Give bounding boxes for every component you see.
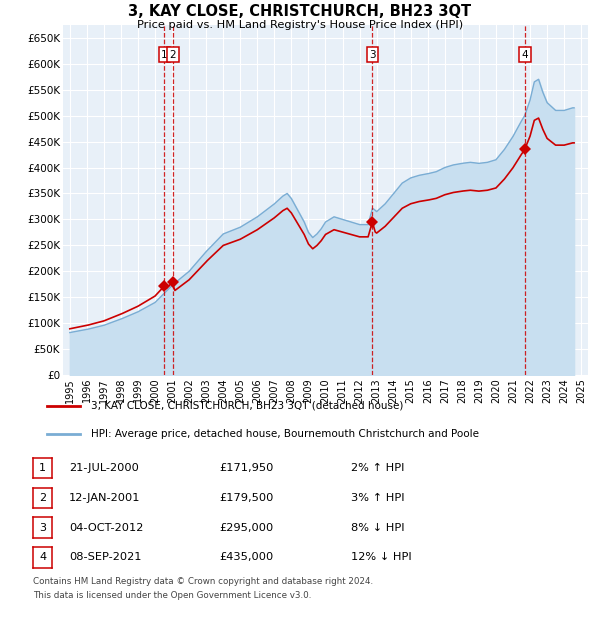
Text: £171,950: £171,950 [219,463,274,473]
Text: 3% ↑ HPI: 3% ↑ HPI [351,493,404,503]
Text: 1: 1 [39,463,46,473]
Text: £435,000: £435,000 [219,552,273,562]
Text: HPI: Average price, detached house, Bournemouth Christchurch and Poole: HPI: Average price, detached house, Bour… [91,429,479,439]
Text: 3, KAY CLOSE, CHRISTCHURCH, BH23 3QT (detached house): 3, KAY CLOSE, CHRISTCHURCH, BH23 3QT (de… [91,401,403,411]
Text: 4: 4 [39,552,46,562]
Text: 1: 1 [161,50,168,60]
Text: £179,500: £179,500 [219,493,274,503]
Text: 12-JAN-2001: 12-JAN-2001 [69,493,140,503]
Text: This data is licensed under the Open Government Licence v3.0.: This data is licensed under the Open Gov… [33,590,311,600]
Text: 8% ↓ HPI: 8% ↓ HPI [351,523,404,533]
Text: 3, KAY CLOSE, CHRISTCHURCH, BH23 3QT: 3, KAY CLOSE, CHRISTCHURCH, BH23 3QT [128,4,472,19]
Text: 12% ↓ HPI: 12% ↓ HPI [351,552,412,562]
Text: Contains HM Land Registry data © Crown copyright and database right 2024.: Contains HM Land Registry data © Crown c… [33,577,373,586]
Text: 3: 3 [39,523,46,533]
Text: 08-SEP-2021: 08-SEP-2021 [69,552,142,562]
Text: 2% ↑ HPI: 2% ↑ HPI [351,463,404,473]
Text: 2: 2 [39,493,46,503]
Text: 04-OCT-2012: 04-OCT-2012 [69,523,143,533]
Text: £295,000: £295,000 [219,523,273,533]
Text: 2: 2 [169,50,176,60]
Text: 3: 3 [369,50,376,60]
Text: 4: 4 [521,50,528,60]
Text: 21-JUL-2000: 21-JUL-2000 [69,463,139,473]
Text: Price paid vs. HM Land Registry's House Price Index (HPI): Price paid vs. HM Land Registry's House … [137,20,463,30]
